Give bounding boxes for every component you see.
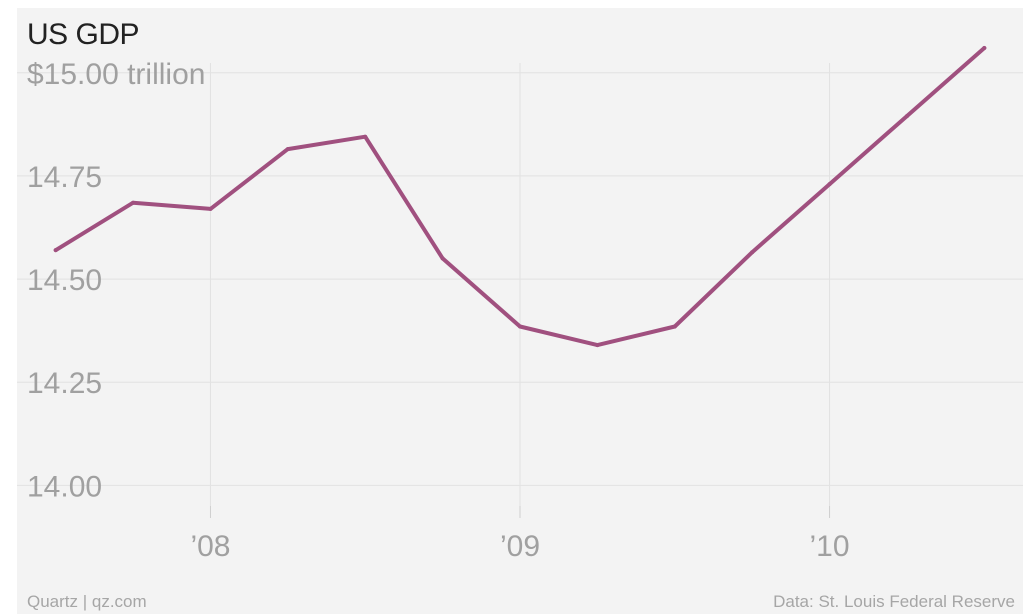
data-point bbox=[518, 324, 522, 329]
data-point bbox=[595, 343, 600, 348]
data-point bbox=[285, 147, 290, 152]
data-point bbox=[208, 206, 213, 211]
data-point bbox=[672, 324, 677, 329]
y-axis: $15.00 trillion 14.75 14.50 14.25 14.00 bbox=[27, 58, 205, 504]
y-tick-label: $15.00 trillion bbox=[27, 58, 205, 91]
x-tick-label: ’08 bbox=[190, 530, 230, 563]
data-point bbox=[750, 250, 755, 255]
x-tick-label: ’10 bbox=[810, 530, 850, 563]
x-axis: ’08 ’09 ’10 bbox=[190, 506, 850, 563]
x-tick-label: ’09 bbox=[500, 530, 540, 563]
grid-layer bbox=[17, 63, 1023, 518]
y-tick-label: 14.50 bbox=[27, 264, 102, 297]
credit-label: Quartz | qz.com bbox=[27, 592, 147, 611]
data-point bbox=[363, 134, 368, 139]
data-point bbox=[440, 256, 445, 261]
data-point bbox=[904, 114, 909, 119]
data-point bbox=[982, 46, 987, 50]
chart-panel: US GDP $15.00 trillion 14.75 14.50 14.25 14.… bbox=[17, 8, 1023, 614]
series-layer bbox=[53, 46, 987, 348]
data-point bbox=[53, 248, 58, 253]
y-tick-label: 14.00 bbox=[27, 470, 102, 503]
y-tick-label: 14.75 bbox=[27, 161, 102, 194]
source-label: Data: St. Louis Federal Reserve bbox=[773, 592, 1015, 611]
chart-title: US GDP bbox=[27, 18, 140, 51]
y-tick-label: 14.25 bbox=[27, 367, 102, 400]
data-point bbox=[131, 200, 136, 205]
data-point bbox=[827, 182, 832, 187]
